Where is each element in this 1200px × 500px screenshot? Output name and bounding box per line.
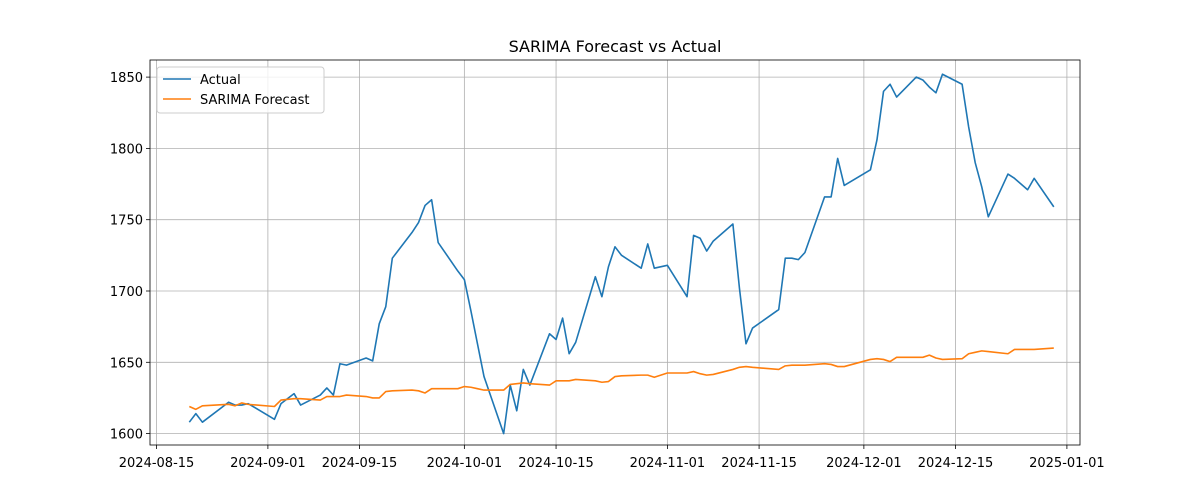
- y-tick-label: 1700: [110, 285, 143, 300]
- series-layer: [188, 73, 1055, 435]
- legend-label-actual: Actual: [200, 73, 241, 88]
- x-tick-label: 2024-08-15: [119, 456, 195, 471]
- legend-box: [156, 66, 325, 114]
- x-tick-label: 2025-01-01: [1029, 456, 1105, 471]
- x-tick-label: 2024-12-01: [826, 456, 902, 471]
- plot-frame: [149, 59, 1081, 446]
- y-axis: 1600 1650 1700 1750 1800 1850: [110, 71, 150, 443]
- series-line-sarima-forecast: [188, 347, 1054, 411]
- x-tick-label: 2024-11-15: [721, 456, 797, 471]
- y-tick-label: 1650: [110, 356, 143, 371]
- x-tick-label: 2024-12-15: [918, 456, 994, 471]
- x-tick-label: 2024-10-15: [518, 456, 594, 471]
- x-tick-label: 2024-11-01: [630, 456, 706, 471]
- legend-label-forecast: SARIMA Forecast: [200, 93, 310, 108]
- x-tick-label: 2024-09-01: [230, 456, 306, 471]
- x-tick-label: 2024-10-01: [427, 456, 503, 471]
- y-tick-label: 1600: [110, 428, 143, 443]
- y-tick-label: 1850: [110, 71, 143, 86]
- series-line-actual: [188, 73, 1055, 435]
- x-axis: 2024-08-15 2024-09-01 2024-09-15 2024-10-01…: [119, 445, 1105, 471]
- y-tick-label: 1750: [110, 214, 143, 229]
- chart-title: SARIMA Forecast vs Actual: [509, 37, 722, 56]
- legend: Actual SARIMA Forecast: [156, 66, 325, 114]
- y-tick-label: 1800: [110, 142, 143, 157]
- x-tick-label: 2024-09-15: [322, 456, 398, 471]
